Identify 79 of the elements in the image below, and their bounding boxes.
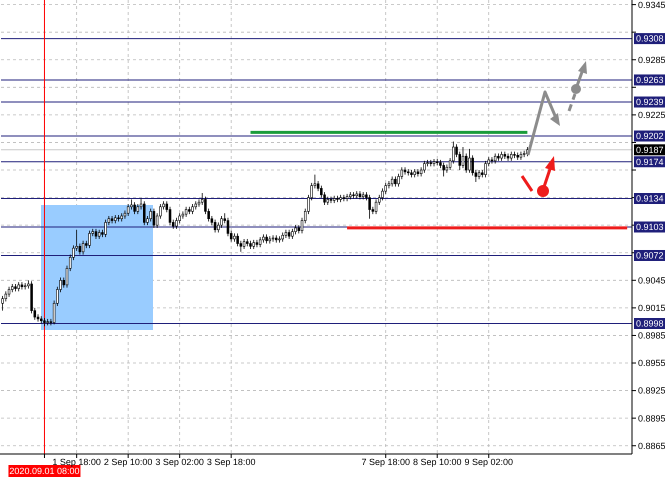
ref-line-label: 0.9239	[636, 97, 664, 108]
ref-line-label: 0.9103	[636, 222, 664, 232]
candlestick	[133, 202, 136, 215]
candlestick	[426, 160, 429, 167]
candlestick	[468, 148, 471, 174]
candlestick	[291, 228, 294, 240]
candlestick	[214, 219, 216, 233]
candlestick	[265, 234, 268, 244]
ref-line-label: 0.9308	[636, 34, 664, 44]
x-tick-label: 2 Sep 10:00	[104, 457, 152, 468]
candlestick	[490, 156, 494, 164]
ref-line-label: 0.9134	[636, 194, 664, 204]
candlestick	[342, 194, 346, 202]
candlestick	[374, 199, 378, 215]
candlestick	[288, 229, 290, 240]
candlestick	[184, 206, 188, 218]
x-tick-label: 1 Sep 18:00	[52, 457, 101, 468]
candlestick	[126, 204, 130, 216]
ref-line-label: 0.9174	[636, 156, 664, 167]
candlestick	[242, 238, 246, 250]
x-tick-label: 9 Sep 02:00	[464, 457, 514, 468]
ref-line-label: 0.9187	[636, 144, 664, 155]
y-tick-label: 0.8925	[638, 386, 665, 396]
candlestick	[191, 204, 194, 215]
candlestick	[252, 239, 255, 250]
candlestick	[24, 282, 26, 290]
candlestick	[294, 224, 297, 235]
y-tick-label: 0.9285	[638, 54, 665, 65]
y-tick-label: 0.8865	[638, 440, 665, 451]
ref-line-label: 0.9263	[636, 75, 664, 86]
y-tick-label: 0.9345	[638, 0, 665, 10]
x-tick-label: 2020.09.01 08:00	[9, 466, 80, 476]
candlestick	[394, 176, 397, 187]
x-tick-label: 7 Sep 18:00	[361, 457, 410, 468]
ref-line-label: 0.9202	[636, 131, 664, 142]
candlestick	[152, 208, 156, 228]
x-tick-label: 3 Sep 18:00	[206, 457, 256, 468]
candlestick	[142, 200, 146, 226]
candlestick	[149, 208, 152, 222]
candlestick	[500, 151, 503, 162]
candlestick	[330, 196, 332, 204]
candlestick	[484, 160, 487, 178]
candlestick	[8, 286, 10, 298]
candlestick	[117, 214, 120, 222]
candlestick	[17, 282, 20, 292]
candlestick	[513, 151, 516, 158]
x-tick-label: 8 Sep 10:00	[412, 457, 462, 468]
candlestick	[258, 236, 262, 248]
candlestick	[494, 153, 496, 164]
candlestick	[423, 160, 426, 174]
candlestick	[94, 228, 98, 240]
candlestick	[478, 170, 480, 180]
candlestick	[43, 318, 46, 327]
candlestick	[368, 194, 371, 220]
candlestick	[281, 232, 284, 242]
x-tick-label: 3 Sep 02:00	[155, 457, 204, 468]
y-tick-label: 0.8955	[638, 358, 665, 368]
y-tick-label: 0.8895	[638, 413, 665, 424]
candlestick	[462, 146, 464, 169]
y-tick-label: 0.9015	[638, 303, 665, 314]
candlestick	[204, 196, 207, 215]
ref-line-label: 0.9072	[636, 250, 664, 261]
ref-line-label: 0.8998	[636, 318, 664, 329]
y-tick-label: 0.8985	[638, 330, 665, 341]
y-tick-label: 0.9045	[638, 275, 665, 286]
candlestick	[352, 192, 355, 199]
candlestick	[175, 217, 178, 230]
candlestick	[98, 229, 100, 240]
y-tick-label: 0.9225	[638, 110, 665, 120]
candlestick	[104, 219, 107, 238]
candlestick	[390, 176, 394, 187]
candlestick	[88, 230, 91, 249]
candlestick	[1, 296, 4, 312]
candlestick	[278, 236, 281, 244]
candlestick	[82, 240, 84, 255]
candlestick	[220, 216, 223, 228]
candlestick	[510, 151, 513, 162]
candlestick	[442, 162, 445, 177]
candlestick	[323, 192, 326, 206]
